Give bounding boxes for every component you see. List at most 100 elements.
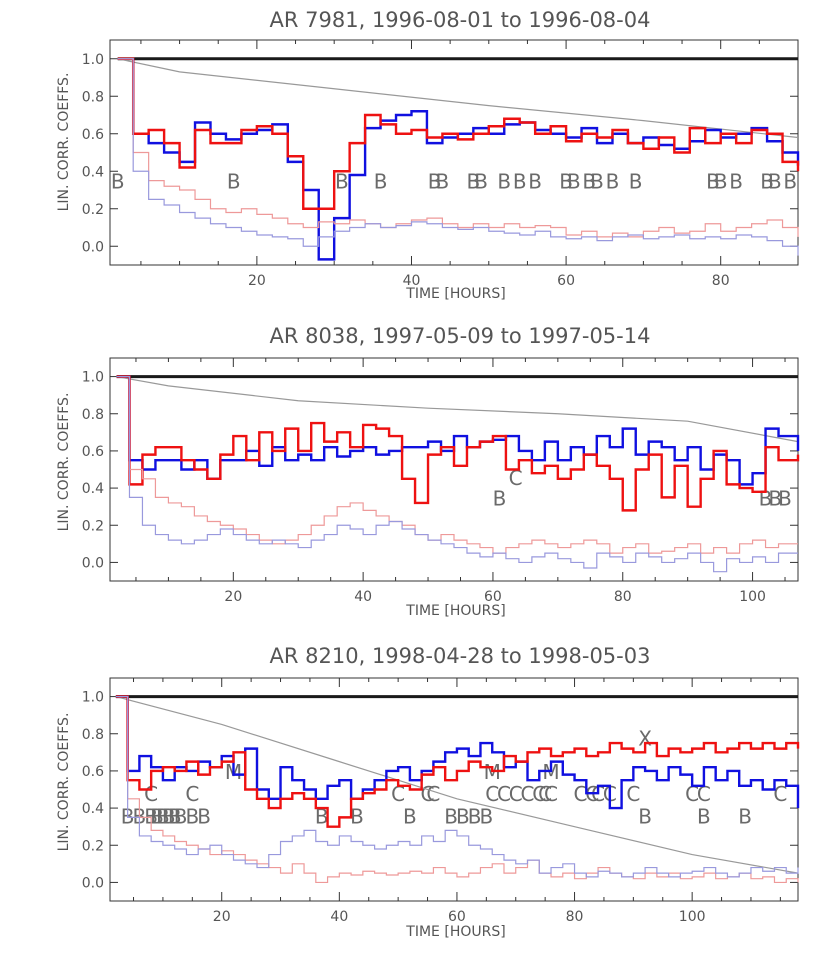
panel-2-frame: [109, 357, 799, 582]
flare-class-label: B: [714, 170, 728, 194]
flare-class-label: B: [374, 170, 388, 194]
flare-class-label: B: [479, 805, 493, 829]
flare-class-label: B: [768, 486, 782, 510]
flare-class-label: B: [559, 170, 573, 194]
flare-class-label: C: [391, 782, 405, 806]
panel-3-plot: 0.00.20.40.60.81.020 40 60 80 100BBBBBBBBBBC…: [82, 677, 800, 925]
flare-class-label: C: [521, 782, 535, 806]
y-tick-label: 0.2: [82, 838, 104, 854]
flare-class-label: C: [509, 782, 523, 806]
flare-class-label: C: [573, 782, 587, 806]
flare-class-label: C: [485, 782, 499, 806]
panel-2-xlabel: TIME [HOURS]: [405, 603, 505, 619]
x-tick-label: 20: [213, 909, 231, 925]
flare-class-label: B: [706, 170, 720, 194]
panel-3-title: AR 8210, 1998-04-28 to 1998-05-03: [270, 644, 651, 668]
y-tick-label: 1.0: [82, 690, 104, 706]
y-tick-label: 0.0: [82, 239, 104, 255]
x-tick-label: 20: [248, 273, 266, 289]
panel-2-title: AR 8038, 1997-05-09 to 1997-05-14: [270, 324, 651, 348]
flare-class-label: B: [168, 805, 182, 829]
flare-class-label: X: [638, 726, 652, 750]
flare-class-label: B: [493, 486, 507, 510]
series-line-6: [117, 58, 799, 256]
flare-class-label: B: [111, 170, 125, 194]
y-tick-label: 0.4: [82, 164, 104, 180]
panel-1: AR 7981, 1996-08-01 to 1996-08-04 LIN. C…: [56, 8, 800, 302]
flare-class-label: B: [227, 170, 241, 194]
y-tick-label: 0.0: [82, 875, 104, 891]
y-tick-label: 0.4: [82, 481, 104, 497]
y-tick-label: 0.6: [82, 127, 104, 143]
series-line-2: [117, 58, 799, 139]
flare-class-label: C: [544, 782, 558, 806]
flare-class-label: B: [778, 486, 792, 510]
flare-class-label: B: [466, 170, 480, 194]
y-tick-label: 0.6: [82, 444, 104, 460]
flare-class-label: B: [156, 805, 170, 829]
flare-class-label: B: [468, 805, 482, 829]
x-tick-label: 60: [557, 273, 575, 289]
x-tick-label: 80: [566, 909, 584, 925]
flare-class-label: B: [162, 805, 176, 829]
x-tick-label: 20: [224, 589, 242, 605]
flare-class-label: B: [474, 170, 488, 194]
flare-class-label: B: [144, 805, 158, 829]
series-line-4: [115, 695, 800, 828]
flare-class-label: C: [626, 782, 640, 806]
panel-1-xlabel: TIME [HOURS]: [405, 286, 505, 302]
flare-class-label: B: [760, 170, 774, 194]
flare-class-label: B: [315, 805, 329, 829]
flare-class-label: B: [197, 805, 211, 829]
flare-class-label: C: [532, 782, 546, 806]
flare-class-label: C: [697, 782, 711, 806]
flare-class-label: B: [185, 805, 199, 829]
flare-class-label: C: [685, 782, 699, 806]
x-tick-label: 100: [739, 589, 766, 605]
y-tick-label: 0.4: [82, 801, 104, 817]
flare-class-label: B: [638, 805, 652, 829]
y-tick-label: 0.8: [82, 727, 104, 743]
y-tick-label: 0.8: [82, 407, 104, 423]
flare-class-label: B: [629, 170, 643, 194]
flare-class-label: B: [403, 805, 417, 829]
x-tick-label: 80: [614, 589, 632, 605]
flare-class-label: B: [606, 170, 620, 194]
y-tick-label: 0.2: [82, 518, 104, 534]
flare-class-label: B: [567, 170, 581, 194]
series-line-5: [116, 375, 798, 554]
flare-class-label: B: [697, 805, 711, 829]
series-line-2: [115, 696, 799, 874]
flare-class-label: B: [444, 805, 458, 829]
panel-2-ylabel: LIN. CORR. COEFFS.: [56, 393, 72, 532]
y-tick-label: 0.2: [82, 202, 104, 218]
flare-class-label: B: [582, 170, 596, 194]
series-line-5: [115, 695, 799, 884]
flare-class-label: B: [729, 170, 743, 194]
panel-3-xlabel: TIME [HOURS]: [405, 924, 505, 940]
flare-class-label: B: [428, 170, 442, 194]
flare-class-label: C: [773, 782, 787, 806]
y-tick-label: 1.0: [82, 370, 104, 386]
x-tick-label: 40: [403, 273, 421, 289]
panel-1-plot: 0.00.20.40.60.81.020 40 60 80B B B B BB BB B B B BB B…: [82, 39, 800, 289]
y-tick-label: 0.0: [82, 555, 104, 571]
y-tick-label: 0.8: [82, 89, 104, 105]
flare-class-label: B: [350, 805, 364, 829]
x-tick-label: 80: [712, 273, 730, 289]
x-tick-label: 40: [354, 589, 372, 605]
flare-class-label: B: [436, 170, 450, 194]
series-line-2: [116, 375, 799, 443]
series-line-3: [116, 375, 800, 486]
x-tick-label: 60: [484, 589, 502, 605]
panel-2: AR 8038, 1997-05-09 to 1997-05-14 LIN. C…: [56, 324, 800, 619]
flare-class-label: C: [185, 782, 199, 806]
flare-class-label: B: [174, 805, 188, 829]
flare-class-label: B: [456, 805, 470, 829]
series-line-6: [116, 375, 798, 573]
panel-1-title: AR 7981, 1996-08-01 to 1996-08-04: [270, 8, 651, 32]
flare-class-label: C: [538, 782, 552, 806]
panel-3: AR 8210, 1998-04-28 to 1998-05-03 LIN. C…: [56, 644, 800, 940]
